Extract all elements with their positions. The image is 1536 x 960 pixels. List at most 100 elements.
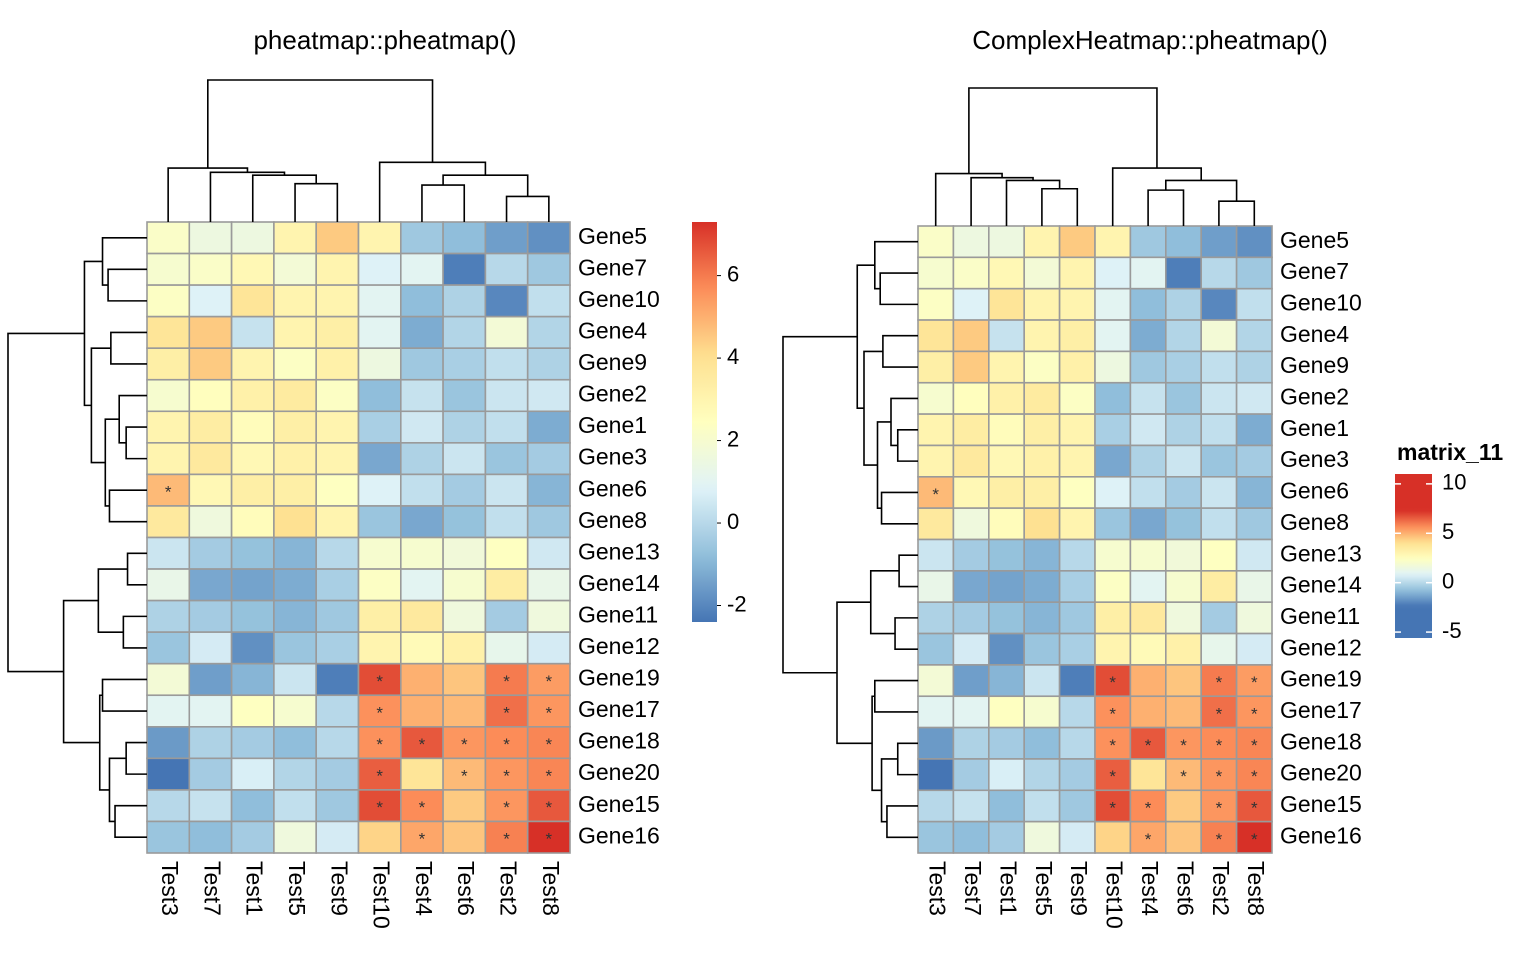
heatmap-cell [146, 820, 191, 854]
heatmap-cell [987, 475, 1025, 509]
column-label: Test4 [1137, 861, 1163, 916]
heatmap-cell [399, 505, 444, 539]
heatmap-cell [273, 378, 317, 413]
heatmap-cell [1058, 507, 1096, 541]
heatmap-cell [917, 726, 955, 760]
heatmap-cell [1235, 475, 1273, 509]
heatmap-cell [484, 599, 529, 633]
heatmap-cell [1058, 820, 1096, 854]
heatmap-cell [1094, 664, 1132, 698]
heatmap-cell [526, 568, 571, 602]
heatmap-cell [1235, 287, 1273, 321]
column-label: Test3 [157, 861, 183, 916]
heatmap-cell [1165, 507, 1203, 541]
heatmap-cell [484, 221, 529, 255]
heatmap-cell [188, 694, 233, 728]
heatmap-cell [399, 442, 444, 476]
heatmap-cell [917, 256, 955, 290]
heatmap-cell [442, 820, 487, 854]
heatmap-cell [1058, 664, 1096, 698]
heatmap-cell [230, 725, 275, 760]
cell-label: * [503, 704, 510, 723]
heatmap-cell [399, 599, 444, 633]
cell-label: * [376, 672, 383, 691]
heatmap-cell [987, 695, 1025, 729]
heatmap-cell [1200, 664, 1238, 698]
heatmap-cell [1165, 664, 1203, 698]
heatmap-cell [315, 757, 360, 791]
heatmap-cell [1165, 538, 1203, 572]
heatmap-cell [1200, 538, 1238, 572]
cell-label: * [1109, 798, 1116, 817]
heatmap-cell [484, 568, 529, 602]
heatmap-cell [917, 507, 955, 541]
heatmap-cell [1058, 225, 1096, 259]
cell-label: * [419, 830, 426, 849]
column-label: Test3 [925, 861, 951, 916]
row-label: Gene9 [578, 349, 647, 375]
column-label: Test8 [538, 861, 564, 916]
heatmap-cell [484, 410, 529, 444]
cell-label: * [1180, 767, 1187, 786]
column-label: Test9 [1066, 861, 1092, 916]
cell-label: * [376, 704, 383, 723]
heatmap-cell [1094, 820, 1132, 854]
row-label: Gene12 [1280, 634, 1362, 660]
heatmap-cell [526, 347, 571, 381]
heatmap-cell [1058, 287, 1096, 321]
column-label: Test1 [995, 861, 1021, 916]
heatmap-cell [188, 252, 233, 286]
heatmap-cell [442, 757, 487, 791]
heatmap-cell [1023, 632, 1061, 666]
heatmap-cell [188, 757, 233, 791]
cell-label: * [1216, 736, 1223, 755]
row-label: Gene6 [1280, 478, 1349, 504]
heatmap-cell [315, 221, 360, 255]
heatmap-cell [188, 315, 233, 349]
heatmap-cell [273, 221, 317, 255]
heatmap-cell [230, 347, 275, 381]
heatmap-cell [273, 347, 317, 381]
row-label: Gene7 [1280, 258, 1349, 284]
heatmap-cell [357, 536, 402, 570]
heatmap-cell [1235, 538, 1273, 572]
heatmap-cell [952, 601, 990, 635]
column-label: Test4 [411, 861, 437, 916]
heatmap-cell [952, 350, 990, 384]
heatmap-cell [399, 820, 444, 854]
row-label: Gene3 [1280, 446, 1349, 472]
heatmap-cell [146, 378, 191, 413]
heatmap-cell [1023, 381, 1061, 415]
heatmap-cell [188, 221, 233, 255]
heatmap-cell [1200, 601, 1238, 635]
heatmap-cell [315, 473, 360, 507]
heatmap-cell [146, 599, 191, 633]
heatmap-cell [357, 347, 402, 381]
heatmap-cell [188, 473, 233, 507]
heatmap-cell [230, 662, 275, 697]
heatmap-cell [1200, 695, 1238, 729]
heatmap-cell [357, 410, 402, 444]
heatmap-cell [188, 725, 233, 760]
row-label: Gene8 [1280, 509, 1349, 535]
heatmap-cell [188, 442, 233, 476]
heatmap-cell [987, 319, 1025, 353]
legend-title: matrix_11 [1397, 439, 1503, 465]
row-label: Gene14 [578, 570, 660, 596]
heatmap-cell [1058, 632, 1096, 666]
heatmap-cell [399, 536, 444, 570]
cell-label: * [376, 798, 383, 817]
heatmap-cell [952, 444, 990, 478]
heatmap-cell [188, 820, 233, 854]
heatmap-cell [1023, 789, 1061, 823]
heatmap-cell [273, 725, 317, 760]
cell-label: * [546, 798, 553, 817]
heatmap-cell [230, 536, 275, 570]
heatmap-cell [1129, 758, 1167, 792]
cell-label: * [419, 735, 426, 754]
row-label: Gene7 [578, 254, 647, 280]
heatmap-cell [1023, 413, 1061, 447]
heatmap-cell [1235, 789, 1273, 823]
chart-title: pheatmap::pheatmap() [253, 25, 516, 55]
cell-label: * [376, 767, 383, 786]
